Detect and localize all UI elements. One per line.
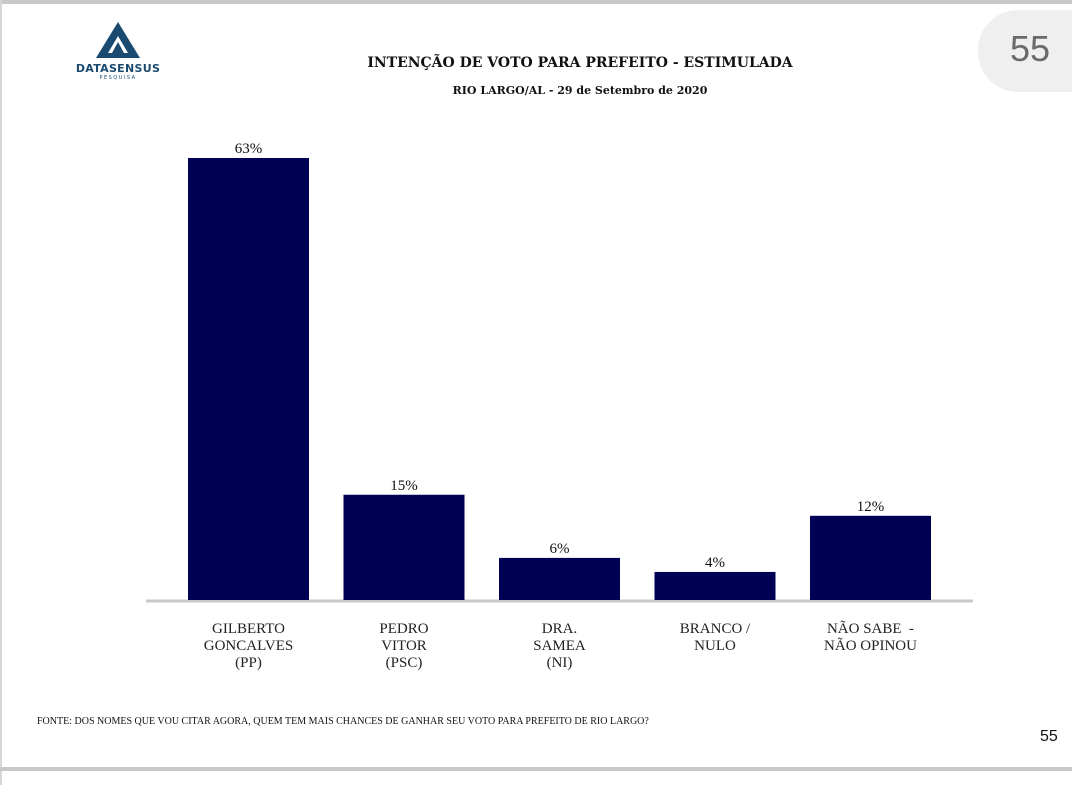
bar-0 — [188, 158, 309, 600]
category-label-4: NÃO SABE -NÃO OPINOU — [824, 621, 917, 654]
category-label-line: (PSC) — [386, 655, 423, 671]
logo-wordmark: DATASENSUS — [75, 62, 161, 75]
category-label-line: (NI) — [547, 655, 573, 671]
chart-title: INTENÇÃO DE VOTO PARA PREFEITO - ESTIMUL… — [367, 55, 793, 71]
value-label-4: 12% — [857, 499, 885, 515]
bar-2 — [499, 557, 620, 600]
page-number-badge: 55 — [978, 10, 1072, 92]
category-label-0: GILBERTO GONCALVES (PP) — [204, 621, 293, 671]
page-number: 55 — [1040, 728, 1058, 745]
chart-subtitle: RIO LARGO/AL - 29 de Setembro de 2020 — [452, 84, 708, 97]
bar-4 — [810, 515, 931, 600]
mountain-logo-icon — [96, 22, 140, 58]
datasensus-logo: DATASENSUS PESQUISA — [68, 18, 168, 88]
page-badge-number: 55 — [1010, 28, 1051, 69]
bar-3 — [654, 571, 776, 600]
category-label-line: NULO — [694, 638, 736, 654]
category-label-line: BRANCO / — [680, 621, 751, 637]
top-border — [0, 0, 1072, 4]
source-note: FONTE: DOS NOMES QUE VOU CITAR AGORA, QU… — [37, 716, 649, 727]
category-label-line: NÃO OPINOU — [824, 638, 917, 654]
category-label-line: (PP) — [235, 655, 262, 671]
logo-subtext: PESQUISA — [99, 75, 137, 81]
category-label-line: SAMEA — [533, 638, 586, 654]
category-label-line: NÃO SABE - — [827, 621, 914, 637]
value-label-0: 63% — [235, 141, 263, 157]
value-label-2: 6% — [550, 541, 570, 557]
category-label-line: GILBERTO — [212, 621, 285, 637]
category-label-line: VITOR — [381, 638, 427, 654]
left-border — [0, 0, 2, 785]
category-label-line: DRA. — [542, 621, 577, 637]
category-label-2: DRA. SAMEA (NI) — [533, 621, 586, 671]
value-label-1: 15% — [390, 478, 418, 494]
category-label-line: GONCALVES — [204, 638, 293, 654]
category-label-1: PEDRO VITOR (PSC) — [379, 621, 428, 671]
bar-1 — [343, 494, 465, 600]
category-label-3: BRANCO / NULO — [680, 621, 751, 654]
value-label-3: 4% — [705, 555, 725, 571]
category-label-line: PEDRO — [379, 621, 428, 637]
bottom-border — [0, 767, 1072, 771]
